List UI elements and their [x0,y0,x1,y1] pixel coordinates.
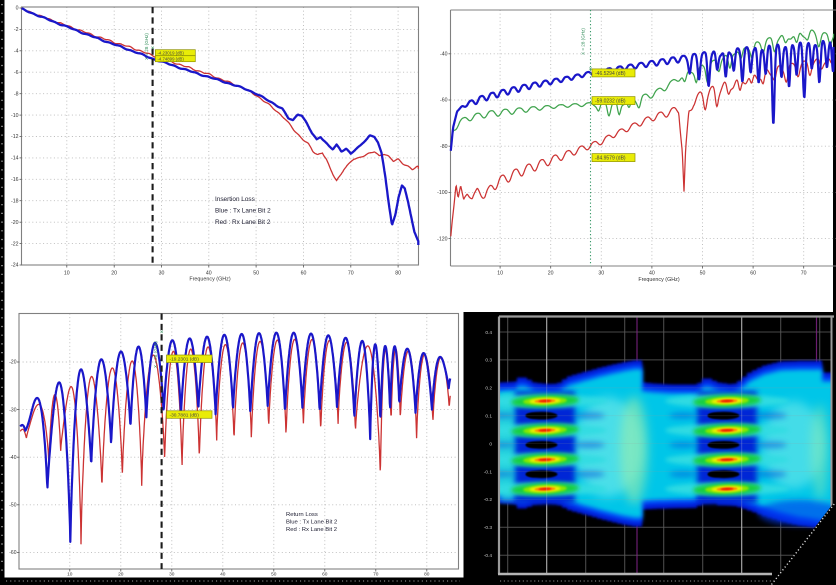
svg-text:-10: -10 [11,113,19,119]
svg-text:X = 28 (GHz): X = 28 (GHz) [144,33,149,60]
svg-text:Red : Rx Lane Bit 2: Red : Rx Lane Bit 2 [215,219,271,226]
svg-text:-0.1: -0.1 [484,469,493,475]
svg-text:X = 28 (GHz): X = 28 (GHz) [581,28,586,55]
svg-text:X = 28 (GHz): X = 28 (GHz) [153,341,158,368]
svg-text:0.3: 0.3 [485,358,492,364]
svg-text:-30.7881 (dB): -30.7881 (dB) [170,413,200,419]
svg-text:50: 50 [271,572,277,578]
svg-text:-18: -18 [11,198,19,204]
svg-text:60: 60 [750,271,756,277]
svg-text:Insertion Loss: Insertion Loss [215,196,255,203]
svg-text:-2: -2 [14,27,19,33]
svg-text:-0.4: -0.4 [484,553,493,559]
svg-text:50: 50 [253,271,259,277]
svg-text:Blue : Tx Lane Bit 2: Blue : Tx Lane Bit 2 [215,208,271,215]
svg-text:-60: -60 [9,550,16,556]
svg-text:-22: -22 [11,241,19,247]
svg-text:-0.2: -0.2 [484,497,493,503]
svg-text:Frequency (GHz): Frequency (GHz) [189,277,231,283]
svg-text:-40: -40 [440,52,448,58]
svg-text:20: 20 [118,572,124,578]
svg-text:×: × [160,329,164,336]
svg-text:-6: -6 [14,70,19,76]
svg-text:0: 0 [489,441,492,447]
svg-text:-4.74899 (dB): -4.74899 (dB) [158,56,185,61]
svg-text:30: 30 [169,572,175,578]
svg-text:40: 40 [649,271,655,277]
svg-text:-30: -30 [9,407,16,413]
svg-text:-60: -60 [440,98,448,104]
svg-text:20: 20 [548,271,554,277]
svg-text:0.2: 0.2 [485,386,492,392]
svg-text:-50: -50 [9,503,16,509]
svg-text:-0.3: -0.3 [484,525,493,531]
svg-text:Red : Rx Lane Bit 2: Red : Rx Lane Bit 2 [286,527,337,533]
svg-text:40: 40 [220,572,226,578]
svg-text:-120: -120 [437,236,447,242]
svg-text:0: 0 [16,6,19,12]
svg-text:0.1: 0.1 [485,414,492,420]
svg-text:70: 70 [373,572,379,578]
svg-text:20: 20 [111,271,117,277]
svg-text:-24: -24 [11,263,19,269]
svg-text:-12: -12 [11,134,19,140]
svg-text:-46.5294 (dB): -46.5294 (dB) [595,71,626,77]
svg-text:10: 10 [497,271,503,277]
svg-text:60: 60 [301,271,307,277]
svg-text:70: 70 [348,271,354,277]
svg-text:-20: -20 [9,360,16,366]
svg-text:-100: -100 [437,190,447,196]
svg-text:-8: -8 [14,91,19,97]
svg-text:Blue : Tx Lane Bit 2: Blue : Tx Lane Bit 2 [286,520,337,526]
svg-text:70: 70 [801,271,807,277]
svg-text:-4.23019 (dB): -4.23019 (dB) [158,50,185,55]
svg-text:80: 80 [424,572,430,578]
svg-text:-19.2301 (dB): -19.2301 (dB) [170,357,200,363]
svg-text:Return Loss: Return Loss [286,512,318,518]
svg-text:-84.9579 (dB): -84.9579 (dB) [595,156,626,162]
svg-text:10: 10 [67,572,73,578]
svg-text:30: 30 [159,271,165,277]
svg-text:×: × [589,66,593,73]
svg-text:30: 30 [598,271,604,277]
svg-text:-4: -4 [14,49,19,55]
svg-text:-40: -40 [9,455,16,461]
svg-text:80: 80 [395,271,401,277]
svg-text:-59.0232 (dB): -59.0232 (dB) [595,99,626,105]
svg-text:-80: -80 [440,144,448,150]
svg-text:60: 60 [322,572,328,578]
svg-text:Frequency (GHz): Frequency (GHz) [638,277,680,283]
svg-text:0.4: 0.4 [485,330,492,336]
svg-text:-14: -14 [11,156,19,162]
svg-text:50: 50 [700,271,706,277]
svg-text:×: × [151,45,155,52]
svg-text:-16: -16 [11,177,19,183]
svg-text:40: 40 [206,271,212,277]
svg-text:10: 10 [64,271,70,277]
svg-text:-20: -20 [11,220,19,226]
